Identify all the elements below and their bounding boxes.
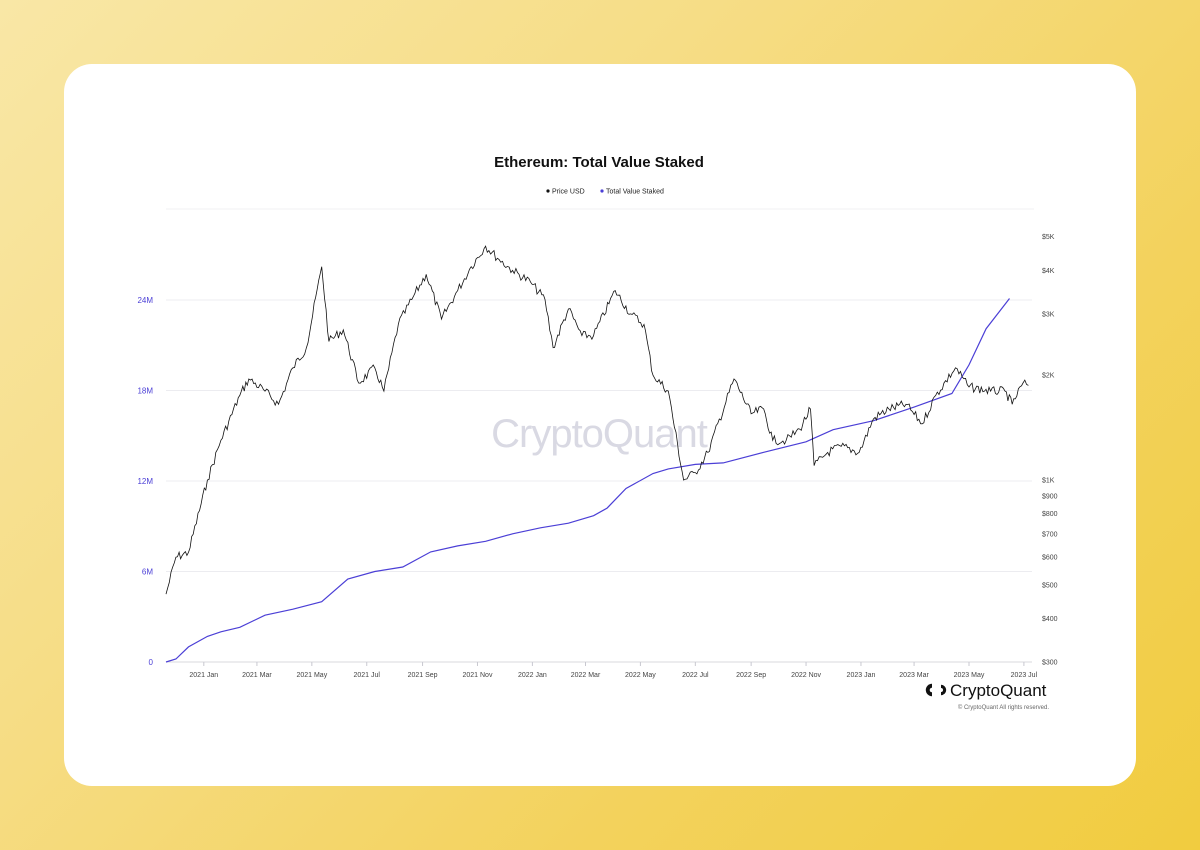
x-tick-label: 2022 May bbox=[625, 672, 656, 679]
legend-marker-price bbox=[546, 189, 550, 193]
copyright-text: © CryptoQuant All rights reserved. bbox=[958, 704, 1049, 711]
y-tick-right: $300 bbox=[1042, 660, 1058, 667]
chart-svg: Ethereum: Total Value Staked Price USD T… bbox=[137, 154, 1058, 711]
brand-logo: CryptoQuant bbox=[925, 681, 1047, 700]
x-tick-label: 2022 Jul bbox=[682, 672, 709, 679]
x-tick-label: 2023 May bbox=[954, 672, 985, 679]
legend-label-staked: Total Value Staked bbox=[606, 189, 664, 196]
brand-name: CryptoQuant bbox=[950, 681, 1047, 700]
y-axis-left: 0 6M 12M 18M 24M bbox=[137, 296, 153, 667]
series-line-total-value-staked bbox=[165, 298, 1010, 663]
y-tick-right: $900 bbox=[1042, 493, 1058, 500]
cryptoquant-logo-icon bbox=[925, 683, 947, 697]
y-tick-right: $3K bbox=[1042, 311, 1055, 318]
series-line-price-usd bbox=[165, 245, 1029, 595]
y-tick-left: 6M bbox=[142, 568, 153, 577]
y-tick-right: $600 bbox=[1042, 555, 1058, 562]
legend[interactable]: Price USD Total Value Staked bbox=[546, 189, 664, 196]
chart-card: Ethereum: Total Value Staked Price USD T… bbox=[64, 64, 1136, 786]
legend-marker-staked bbox=[600, 189, 604, 193]
watermark: CryptoQuant bbox=[491, 412, 708, 456]
legend-label-price: Price USD bbox=[552, 189, 585, 196]
x-tick-label: 2023 Mar bbox=[899, 672, 929, 679]
y-tick-right: $4K bbox=[1042, 268, 1055, 275]
x-tick-label: 2021 Mar bbox=[242, 672, 272, 679]
x-tick-label: 2022 Mar bbox=[571, 672, 601, 679]
y-tick-right: $5K bbox=[1042, 234, 1055, 241]
chart-title: Ethereum: Total Value Staked bbox=[494, 154, 704, 171]
x-tick-label: 2022 Jan bbox=[518, 672, 547, 679]
y-tick-left: 0 bbox=[149, 658, 154, 667]
y-tick-left: 18M bbox=[137, 387, 153, 396]
x-axis: 2021 Jan 2021 Mar 2021 May 2021 Jul 2021 Sep… bbox=[166, 661, 1038, 679]
x-tick-label: 2022 Nov bbox=[791, 672, 821, 679]
y-tick-right: $2K bbox=[1042, 373, 1055, 380]
x-tick-label: 2021 Nov bbox=[462, 672, 492, 679]
y-axis-right: $300 $400 $500 $600 $700 $800 $900 $1K $2K $3K $4K… bbox=[1042, 234, 1058, 666]
y-tick-right: $800 bbox=[1042, 511, 1058, 518]
x-tick-label: 2023 Jul bbox=[1011, 672, 1038, 679]
x-tick-label: 2023 Jan bbox=[847, 672, 876, 679]
x-tick-label: 2021 Jul bbox=[354, 672, 381, 679]
x-tick-label: 2021 Sep bbox=[408, 672, 438, 679]
y-tick-right: $700 bbox=[1042, 531, 1058, 538]
y-tick-left: 12M bbox=[137, 477, 153, 486]
y-tick-left: 24M bbox=[137, 296, 153, 305]
x-tick-label: 2021 May bbox=[296, 672, 327, 679]
y-tick-right: $400 bbox=[1042, 616, 1058, 623]
x-tick-label: 2022 Sep bbox=[736, 672, 766, 679]
y-tick-right: $500 bbox=[1042, 582, 1058, 589]
x-tick-label: 2021 Jan bbox=[189, 672, 218, 679]
grid bbox=[166, 299, 1032, 663]
y-tick-right: $1K bbox=[1042, 478, 1055, 485]
